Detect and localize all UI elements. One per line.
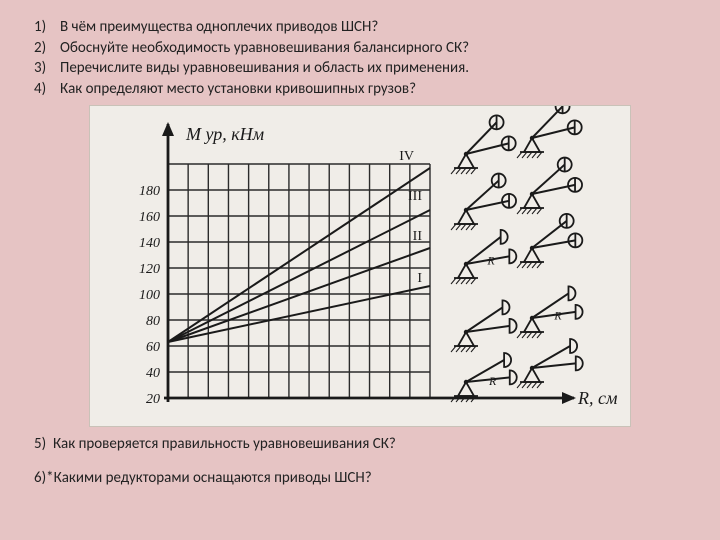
svg-text:R: R <box>488 374 497 388</box>
svg-text:М ур, кНм: М ур, кНм <box>185 124 265 144</box>
q-number: 3) <box>34 59 60 79</box>
q-text: Перечислите виды уравновешивания и облас… <box>60 59 686 79</box>
svg-text:IV: IV <box>399 149 414 164</box>
svg-text:180: 180 <box>139 184 160 199</box>
bottom-questions: 5) Как проверяется правильность уравнове… <box>34 435 686 488</box>
list-item: 2) Обоснуйте необходимость уравновешиван… <box>34 39 686 59</box>
svg-text:I: I <box>417 271 422 286</box>
list-item: 4) Как определяют место установки кривош… <box>34 80 686 100</box>
svg-text:80: 80 <box>146 314 160 329</box>
svg-text:R: R <box>553 309 562 323</box>
q-text: Как определяют место установки кривошипн… <box>60 80 686 100</box>
q-text: Какими редукторами оснащаются приводы ШС… <box>54 469 372 487</box>
svg-text:II: II <box>413 229 423 244</box>
list-item: 3) Перечислите виды уравновешивания и об… <box>34 59 686 79</box>
q-text: Как проверяется правильность уравновешив… <box>53 435 396 453</box>
svg-text:160: 160 <box>139 210 160 225</box>
q-number: 4) <box>34 80 60 100</box>
list-item: 6)*Какими редукторами оснащаются приводы… <box>34 469 686 489</box>
svg-text:60: 60 <box>146 340 160 355</box>
list-item: 1) В чём преимущества одноплечих приводо… <box>34 18 686 38</box>
q-number: 5) <box>34 435 46 453</box>
svg-text:R, см: R, см <box>577 388 618 408</box>
svg-text:140: 140 <box>139 236 160 251</box>
q-number: 1) <box>34 18 60 38</box>
svg-text:R: R <box>486 253 495 267</box>
q-number: 2) <box>34 39 60 59</box>
svg-text:40: 40 <box>146 366 160 381</box>
list-item: 5) Как проверяется правильность уравнове… <box>34 435 686 455</box>
page: 1) В чём преимущества одноплечих приводо… <box>0 0 720 540</box>
q-text: Обоснуйте необходимость уравновешивания … <box>60 39 686 59</box>
svg-text:100: 100 <box>139 288 160 303</box>
q-text: В чём преимущества одноплечих приводов Ш… <box>60 18 686 38</box>
q-number: 6)* <box>34 469 54 487</box>
svg-text:III: III <box>408 189 422 204</box>
svg-text:20: 20 <box>146 392 160 407</box>
svg-text:120: 120 <box>139 262 160 277</box>
chart-figure: 20406080100120140160180М ур, кНмR, смIII… <box>89 105 631 427</box>
top-question-list: 1) В чём преимущества одноплечих приводо… <box>34 18 686 99</box>
